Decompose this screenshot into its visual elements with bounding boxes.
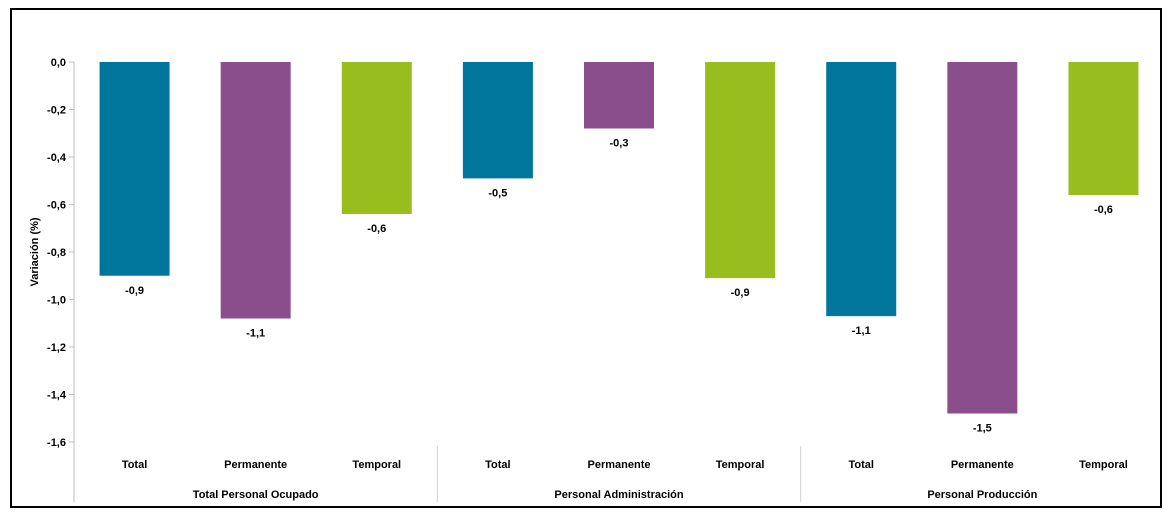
- bar-layer: [99, 62, 1139, 414]
- category-label: Permanente: [951, 459, 1014, 471]
- category-label: Permanente: [588, 459, 651, 471]
- data-label: -0,5: [488, 187, 507, 199]
- y-tick-label: -0,4: [47, 152, 67, 164]
- category-label: Temporal: [716, 459, 765, 471]
- bar-temporal: [705, 62, 776, 279]
- group-label: Personal Producción: [927, 489, 1037, 501]
- group-label: Total Personal Ocupado: [193, 489, 319, 501]
- bar-total: [826, 62, 897, 317]
- bar-permanente: [947, 62, 1018, 414]
- bar-permanente: [584, 62, 654, 129]
- label-layer: -0,9 Total -1,1 Permanente -0,6 Temporal Total…: [122, 138, 1128, 502]
- chart-frame: 0,0 -0,2 -0,4 -0,6 -0,8 -1,0 -1,2 -1,4 -1,6 -0,9…: [10, 8, 1162, 508]
- y-tick-label: -1,6: [47, 437, 66, 449]
- data-label: -0,9: [731, 287, 750, 299]
- data-label: -1,1: [246, 328, 265, 340]
- category-label: Total: [485, 459, 510, 471]
- y-axis-title: Variación (%): [29, 217, 41, 286]
- category-label: Temporal: [352, 459, 401, 471]
- bar-total: [462, 62, 533, 179]
- category-label: Temporal: [1079, 459, 1128, 471]
- y-tick-label: 0,0: [51, 57, 66, 69]
- y-tick-label: -0,2: [47, 105, 66, 117]
- bar-chart: 0,0 -0,2 -0,4 -0,6 -0,8 -1,0 -1,2 -1,4 -1,6 -0,9…: [29, 57, 1139, 502]
- bar-permanente: [220, 62, 291, 319]
- bar-total: [99, 62, 170, 276]
- category-label: Total: [122, 459, 147, 471]
- category-label: Total: [848, 459, 873, 471]
- group-label: Personal Administración: [554, 489, 683, 501]
- data-label: -0,6: [367, 223, 386, 235]
- y-tick-label: -0,8: [47, 247, 66, 259]
- y-tick-label: -1,0: [47, 295, 66, 307]
- data-label: -1,1: [852, 325, 871, 337]
- data-label: -0,3: [610, 138, 629, 150]
- category-label: Permanente: [224, 459, 287, 471]
- y-tick-label: -1,4: [47, 390, 67, 402]
- data-label: -0,9: [125, 285, 144, 297]
- data-label: -1,5: [973, 423, 992, 435]
- data-label: -0,6: [1094, 204, 1113, 216]
- axis-layer: 0,0 -0,2 -0,4 -0,6 -0,8 -1,0 -1,2 -1,4 -1,6: [47, 57, 802, 502]
- y-tick-label: -0,6: [47, 200, 66, 212]
- bar-temporal: [341, 62, 412, 214]
- y-tick-label: -1,2: [47, 342, 66, 354]
- bar-temporal: [1068, 62, 1139, 195]
